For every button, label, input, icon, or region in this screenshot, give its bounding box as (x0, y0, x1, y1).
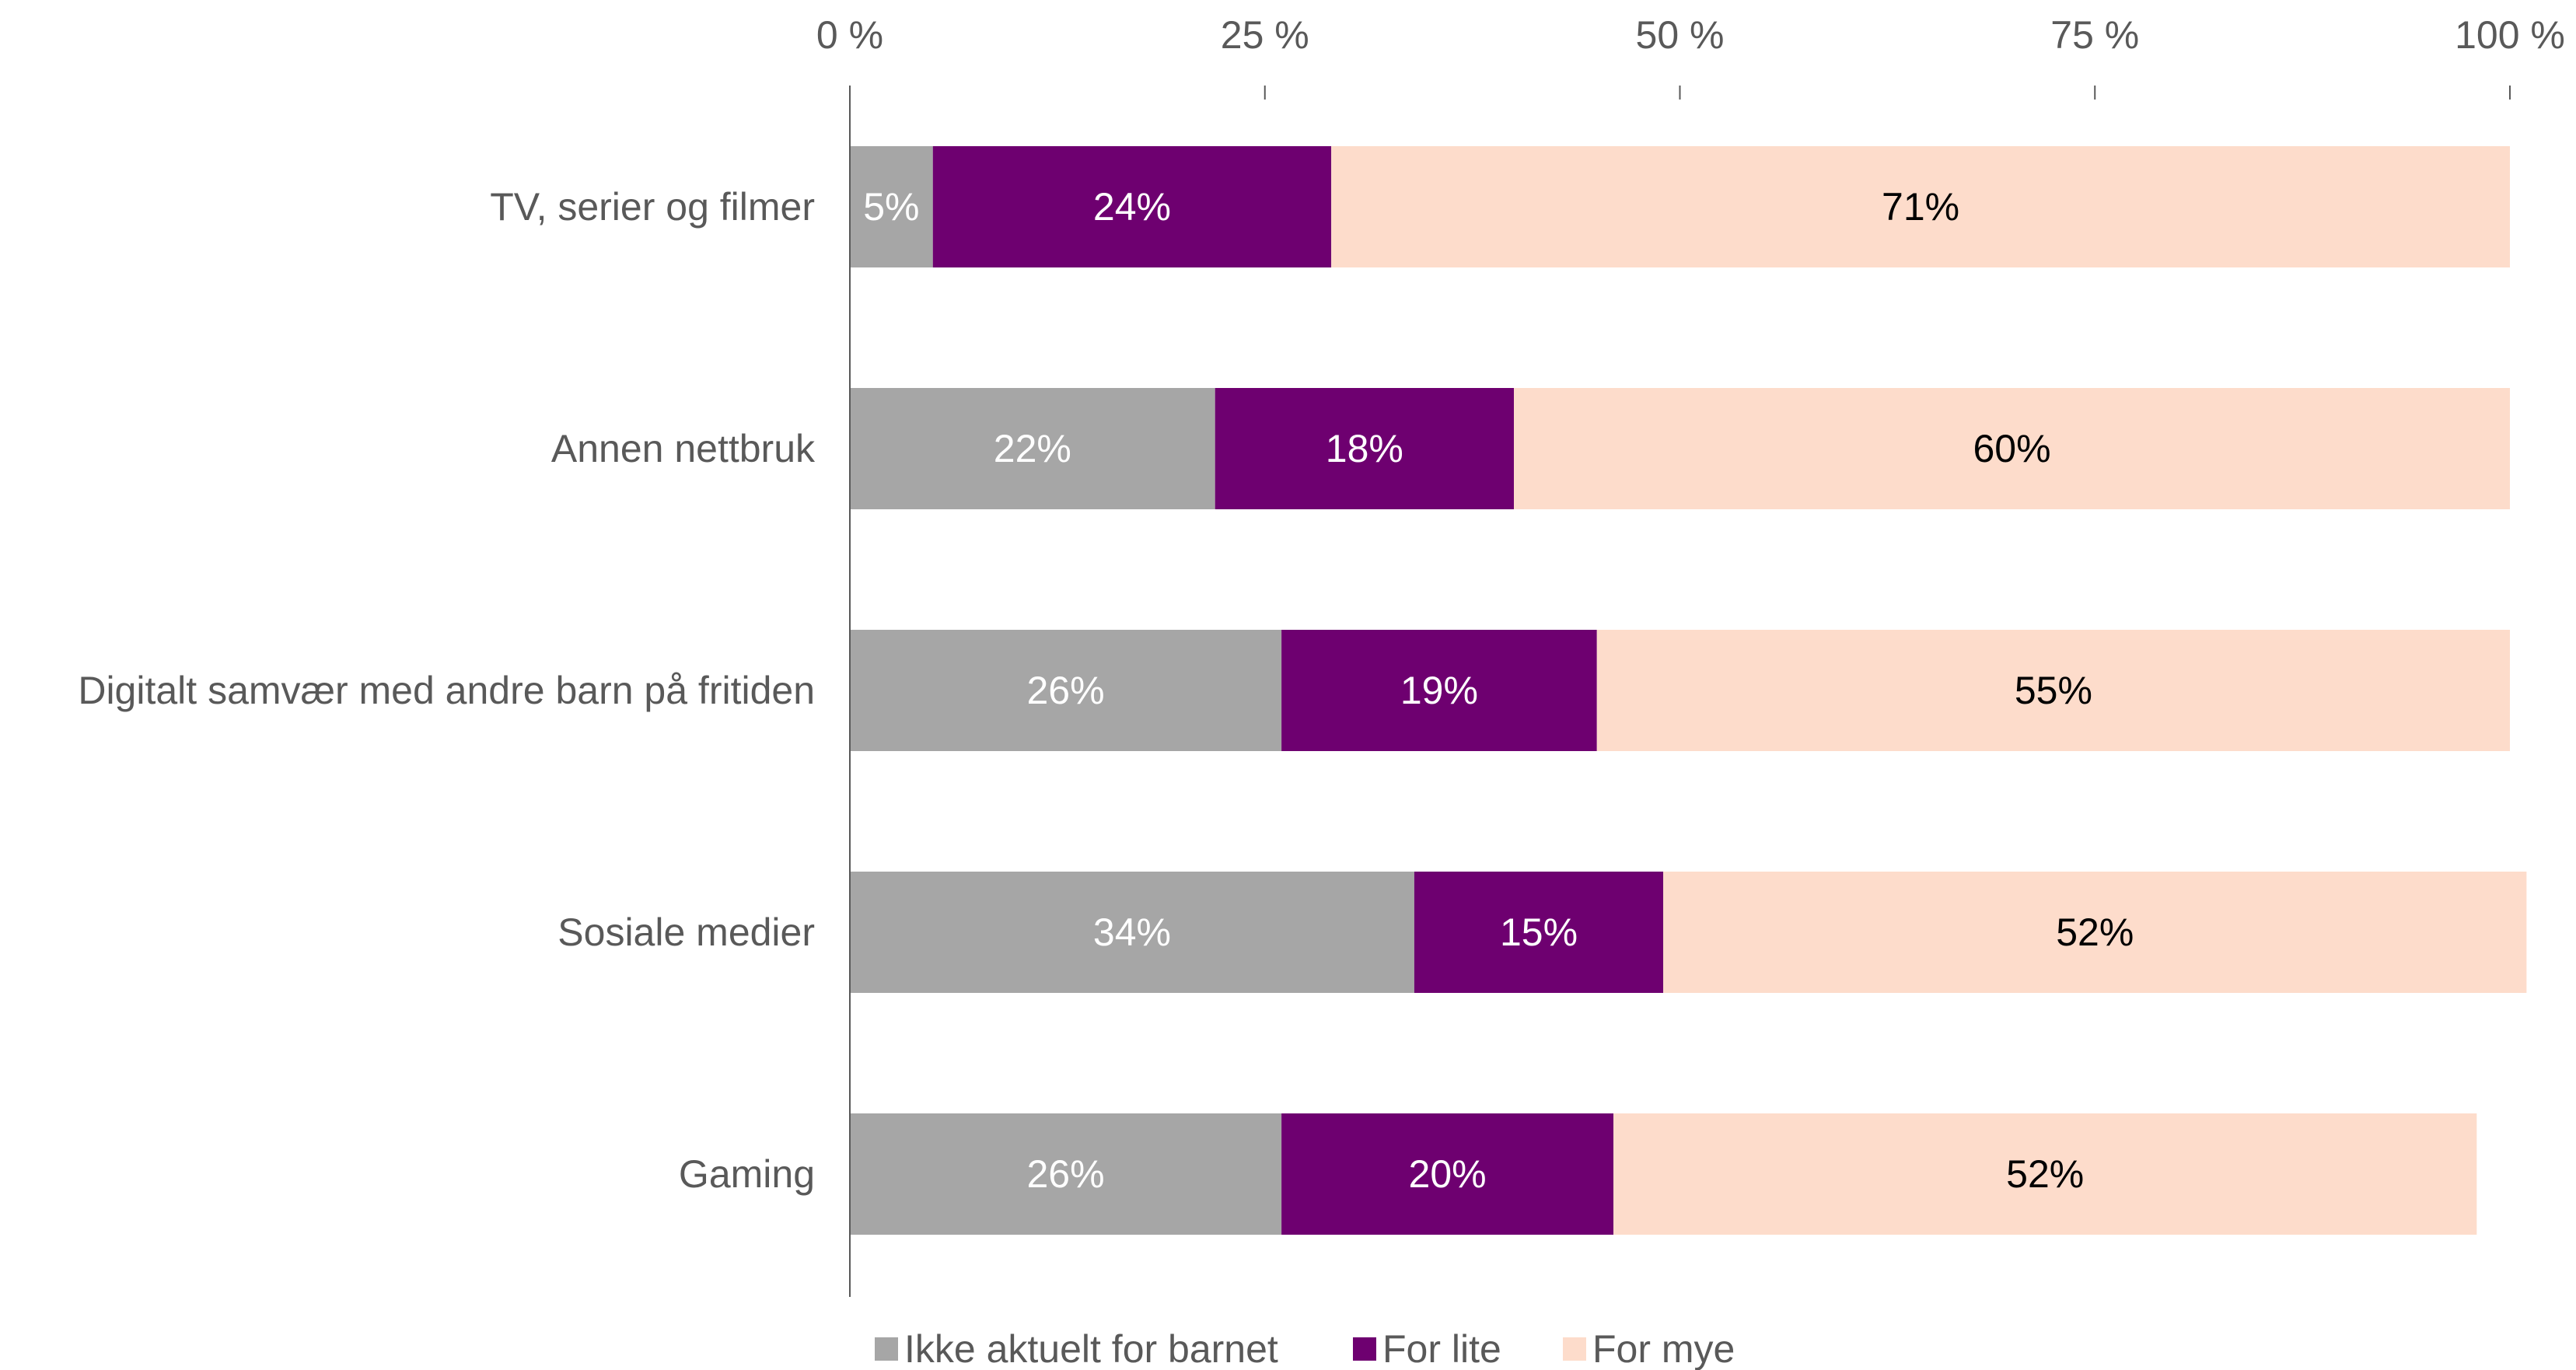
data-label: 52% (2056, 910, 2134, 954)
category-label: Gaming (679, 1152, 815, 1196)
data-label: 22% (994, 427, 1071, 470)
bar-segment (1215, 388, 1514, 509)
data-label: 15% (1500, 910, 1578, 954)
legend-swatch (875, 1337, 898, 1361)
bar-segment (1514, 388, 2510, 509)
x-tick-label: 25 % (1221, 13, 1309, 57)
legend-label: For lite (1382, 1327, 1501, 1370)
bar-segment (1663, 872, 2527, 993)
legend-label: For mye (1592, 1327, 1735, 1370)
bar-segment (850, 388, 1215, 509)
category-label: TV, serier og filmer (490, 185, 815, 229)
bar-segment (1331, 146, 2510, 267)
bar-segment (1281, 630, 1597, 751)
bar-segment (850, 872, 1414, 993)
data-label: 24% (1093, 185, 1171, 229)
data-label: 26% (1027, 1152, 1105, 1196)
bar-segment (850, 630, 1282, 751)
category-label: Annen nettbruk (551, 427, 816, 470)
data-label: 5% (863, 185, 919, 229)
data-label: 20% (1409, 1152, 1487, 1196)
data-label: 19% (1400, 669, 1478, 712)
data-label: 18% (1326, 427, 1403, 470)
bar-segment (850, 1113, 1282, 1235)
bar-segment (1414, 872, 1664, 993)
x-tick-label: 75 % (2050, 13, 2139, 57)
legend-label: Ikke aktuelt for barnet (904, 1327, 1278, 1370)
bar-segment (1596, 630, 2510, 751)
bar-segment (932, 146, 1332, 267)
data-label: 34% (1093, 910, 1171, 954)
data-label: 60% (1973, 427, 2050, 470)
category-label: Sosiale medier (557, 910, 815, 954)
bar-segment (850, 146, 933, 267)
data-label: 26% (1027, 669, 1105, 712)
legend-swatch (1563, 1337, 1586, 1361)
x-tick-label: 0 % (816, 13, 883, 57)
x-tick-label: 50 % (1636, 13, 1725, 57)
bar-segment (1281, 1113, 1614, 1235)
legend-swatch (1353, 1337, 1376, 1361)
data-label: 55% (2015, 669, 2092, 712)
data-label: 52% (2006, 1152, 2084, 1196)
category-label: Digitalt samvær med andre barn på fritid… (78, 669, 815, 712)
x-tick-label: 100 % (2455, 13, 2565, 57)
data-label: 71% (1882, 185, 1959, 229)
bar-segment (1613, 1113, 2477, 1235)
